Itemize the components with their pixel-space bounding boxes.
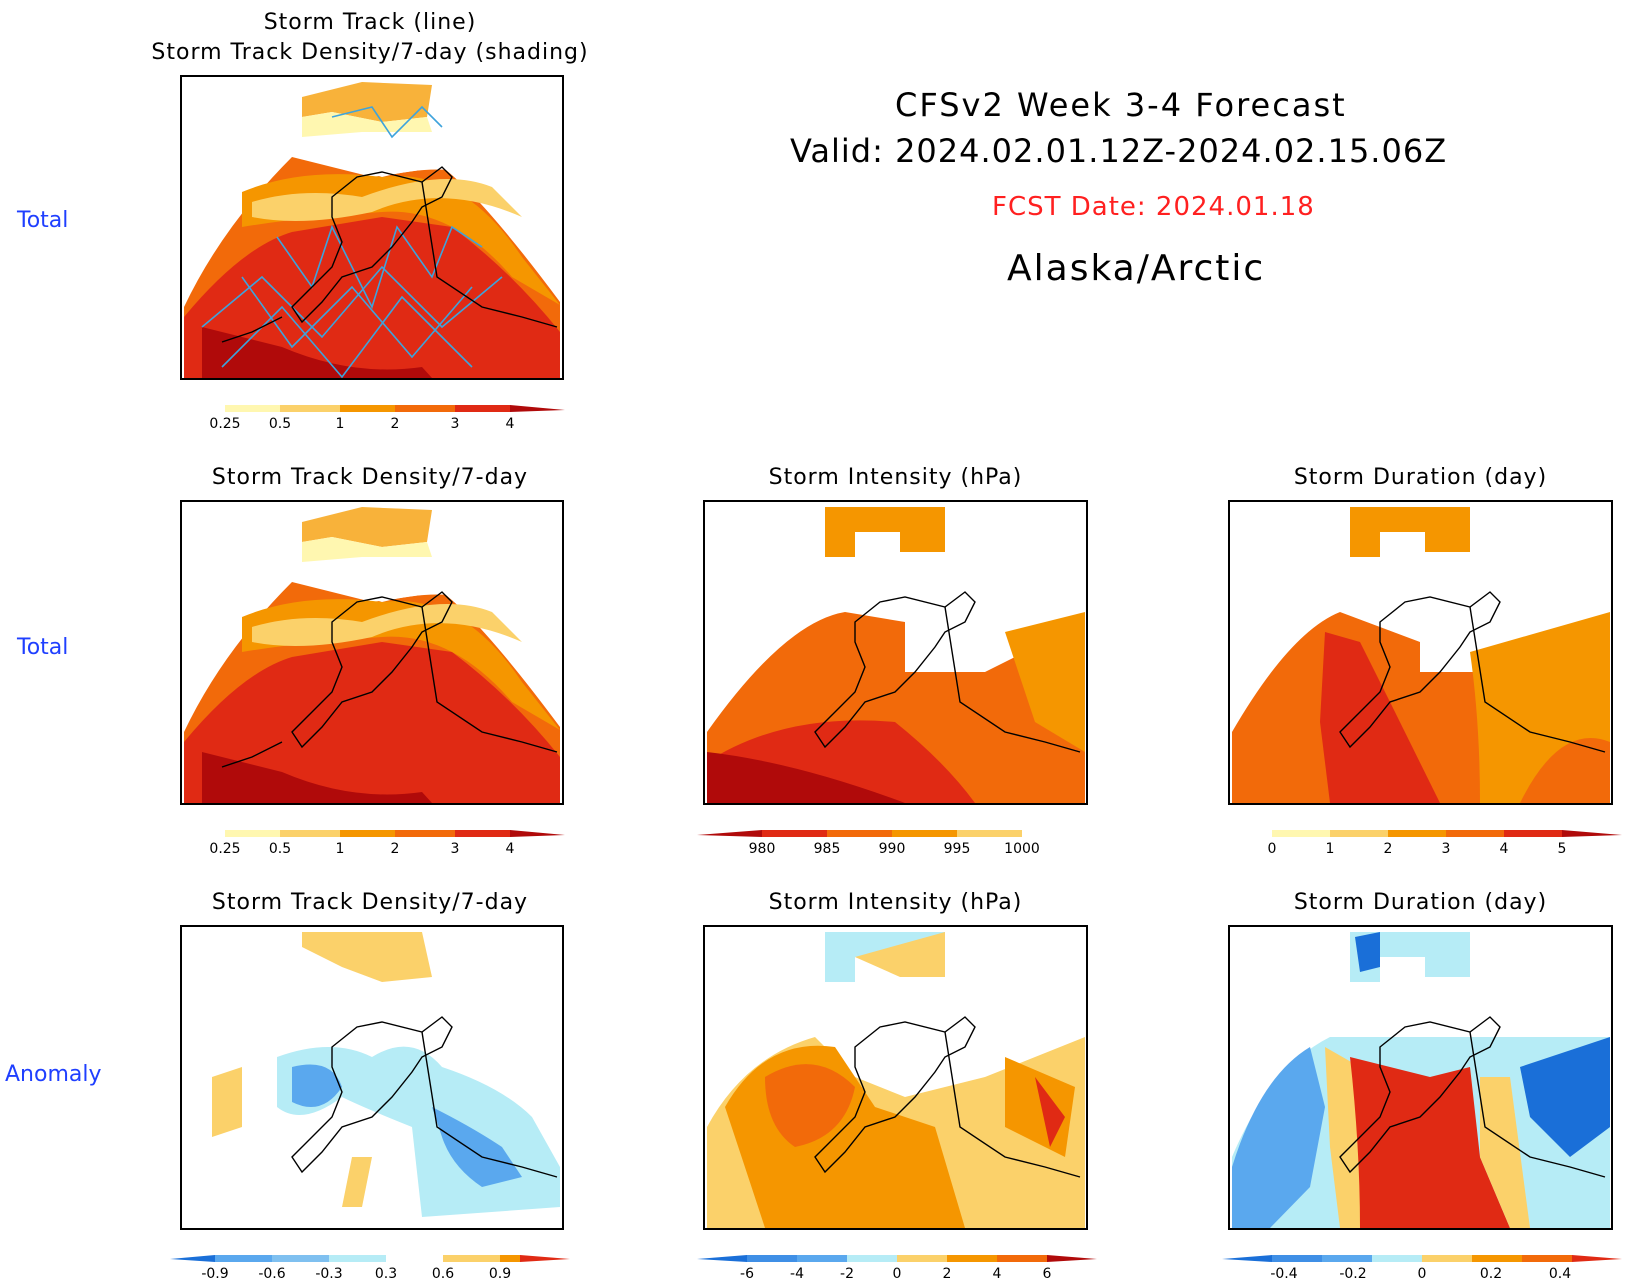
tick-label: 5 [1558,841,1567,857]
tick-label: 0.5 [269,416,291,432]
tick-label: 2 [1384,841,1393,857]
tick-label: 4 [506,841,515,857]
tick-label: 0.9 [489,1266,511,1282]
map-duration-total [1228,500,1613,805]
tick-label: 0.25 [209,416,240,432]
tick-label: 2 [391,416,400,432]
tick-label: 4 [993,1266,1002,1282]
map-storm-track-svg [184,82,560,378]
map-storm-track [180,75,564,380]
row-label-anomaly: Anomaly [5,1062,102,1087]
tick-label: 1 [1326,841,1335,857]
row-label-total-middle: Total [17,635,69,660]
tick-label: 995 [944,841,971,857]
map-intensity-total-svg [707,507,1085,803]
tick-label: 0.2 [1480,1266,1502,1282]
panel2-title: Storm Track Density/7-day [211,465,529,490]
map-intensity-total [703,500,1088,805]
tick-label: 4 [506,416,515,432]
tick-label: 3 [451,416,460,432]
map-intensity-anomaly-svg [707,932,1085,1228]
forecast-title: CFSv2 Week 3-4 Forecast [895,86,1347,124]
colorbar-density-top-labels: 0.25 0.5 1 2 3 4 [209,416,514,432]
tick-label: -0.2 [1339,1266,1366,1282]
tick-label: -4 [790,1266,804,1282]
colorbar-duration-anomaly: -0.4 -0.2 0 0.2 0.4 [1222,1255,1622,1282]
map-density-anomaly [180,925,564,1230]
colorbar-intensity-anomaly: -6 -4 -2 0 2 4 6 [697,1255,1097,1282]
region-name: Alaska/Arctic [1007,248,1266,289]
tick-label: 1 [336,841,345,857]
panel1-title-line1: Storm Track (line) [263,10,477,35]
tick-label: -0.9 [201,1266,228,1282]
tick-label: 2 [943,1266,952,1282]
tick-label: 0 [893,1266,902,1282]
tick-label: -0.4 [1270,1266,1297,1282]
map-density-anomaly-svg [212,932,560,1217]
tick-label: 990 [879,841,906,857]
tick-label: 980 [749,841,776,857]
tick-label: 3 [1442,841,1451,857]
map-intensity-anomaly [703,925,1088,1230]
tick-label: 0 [1268,841,1277,857]
tick-label: 0 [1418,1266,1427,1282]
tick-label: -6 [740,1266,754,1282]
panel1-title-line2: Storm Track Density/7-day (shading) [151,40,589,65]
tick-label: 4 [1500,841,1509,857]
map-duration-anomaly-svg [1232,932,1610,1228]
panel4-title: Storm Duration (day) [1293,465,1548,490]
tick-label: 6 [1043,1266,1052,1282]
colorbar-density-top: 0.25 0.5 1 2 3 4 [175,405,565,432]
tick-label: -0.3 [315,1266,342,1282]
colorbar-intensity-total: 980 985 990 995 1000 [697,830,1097,857]
map-duration-total-svg [1232,507,1610,803]
panel3-title: Storm Intensity (hPa) [768,465,1023,490]
tick-label: 0.4 [1549,1266,1571,1282]
panel7-title: Storm Duration (day) [1293,890,1548,915]
colorbar-density-anomaly: -0.9 -0.6 -0.3 0.3 0.6 0.9 [170,1255,570,1282]
colorbar-density-total: 0.25 0.5 1 2 3 4 [175,830,565,857]
row-label-total-top: Total [17,208,69,233]
tick-label: 2 [391,841,400,857]
tick-label: -2 [840,1266,854,1282]
tick-label: 0.3 [375,1266,397,1282]
tick-label: -0.6 [258,1266,285,1282]
colorbar-duration-total: 0 1 2 3 4 5 [1222,830,1622,857]
map-density-total [180,500,564,805]
tick-label: 1000 [1004,841,1040,857]
panel6-title: Storm Intensity (hPa) [768,890,1023,915]
map-density-total-svg [184,507,560,803]
tick-label: 0.6 [432,1266,454,1282]
tick-label: 985 [814,841,841,857]
forecast-date: FCST Date: 2024.01.18 [992,192,1315,222]
tick-label: 0.5 [269,841,291,857]
tick-label: 0.25 [209,841,240,857]
tick-label: 3 [451,841,460,857]
valid-period: Valid: 2024.02.01.12Z-2024.02.15.06Z [790,132,1448,170]
map-duration-anomaly [1228,925,1613,1230]
tick-label: 1 [336,416,345,432]
panel5-title: Storm Track Density/7-day [211,890,529,915]
